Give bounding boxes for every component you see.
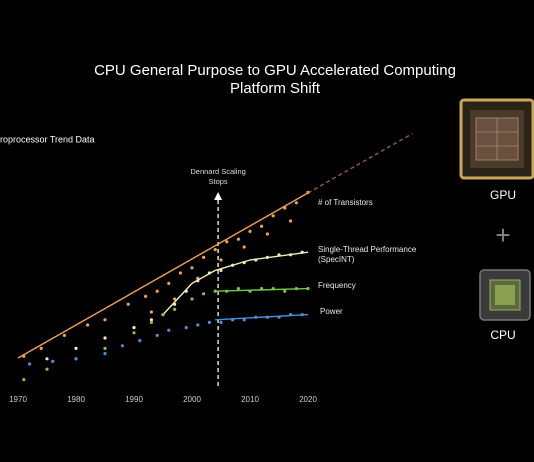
cpu-label: CPU — [490, 328, 515, 342]
point — [219, 258, 223, 262]
point — [173, 307, 177, 311]
point — [236, 237, 240, 241]
point — [184, 326, 188, 330]
x-tick-label: 2020 — [299, 395, 317, 404]
point — [45, 367, 49, 371]
gpu-chip — [459, 98, 534, 180]
x-tick-label: 1990 — [125, 395, 143, 404]
point — [242, 318, 246, 322]
point — [265, 232, 269, 236]
point — [138, 339, 142, 343]
point — [155, 289, 159, 293]
x-tick-label: 1970 — [9, 395, 27, 404]
point — [213, 248, 217, 252]
point — [161, 313, 165, 317]
point — [294, 201, 298, 205]
x-tick-label: 1980 — [67, 395, 85, 404]
point — [196, 323, 200, 327]
point — [242, 245, 246, 249]
annotation-text: Stops — [209, 177, 228, 186]
point — [219, 320, 223, 324]
point — [190, 297, 194, 301]
point — [126, 302, 130, 306]
point — [103, 336, 107, 340]
point — [213, 289, 217, 293]
point — [178, 271, 182, 275]
series-label: Power — [320, 306, 343, 316]
point — [236, 287, 240, 291]
trend-line — [215, 287, 309, 292]
trend-line — [307, 133, 413, 194]
plus-sign: + — [495, 220, 510, 250]
trend-line — [162, 282, 193, 316]
point — [167, 328, 171, 332]
point — [86, 323, 90, 327]
trend-line — [17, 192, 309, 359]
point — [103, 318, 107, 322]
x-tick-label: 2010 — [241, 395, 259, 404]
series-label: Frequency — [318, 280, 356, 290]
trend-line — [215, 313, 309, 321]
point — [62, 333, 66, 337]
point — [190, 266, 194, 270]
point — [103, 346, 107, 350]
point — [283, 289, 287, 293]
chart-subtitle: Microprocessor Trend Data — [0, 134, 95, 144]
point — [173, 297, 177, 301]
point — [248, 229, 252, 233]
point — [271, 214, 275, 218]
point — [51, 359, 55, 363]
annotation-text: Dennard Scaling — [190, 167, 245, 176]
point — [202, 255, 206, 259]
point — [260, 224, 264, 228]
annotation-arrowhead — [214, 192, 223, 200]
series-label: # of Transistors — [318, 198, 373, 207]
point — [289, 219, 293, 223]
point — [132, 331, 136, 335]
trend-line — [191, 269, 216, 285]
point — [28, 362, 32, 366]
point — [103, 352, 107, 356]
chart-title: CPU General Purpose to GPU Accelerated C… — [94, 62, 456, 79]
point — [149, 318, 153, 322]
cpu-chip — [479, 269, 531, 321]
trend-line — [214, 259, 251, 272]
point — [39, 346, 43, 350]
chart-title: Platform Shift — [230, 80, 321, 97]
gpu-label: GPU — [490, 188, 516, 202]
point — [149, 310, 153, 314]
point — [132, 326, 136, 330]
x-tick-label: 2000 — [183, 395, 201, 404]
point — [22, 378, 26, 382]
point — [144, 294, 148, 298]
point — [202, 292, 206, 296]
trend-line — [249, 251, 309, 261]
point — [120, 344, 124, 348]
series-label: Single-Thread Performance (SpecINT) — [318, 245, 417, 265]
point — [155, 333, 159, 337]
point — [74, 357, 78, 361]
point — [167, 281, 171, 285]
point — [74, 346, 78, 350]
point — [225, 240, 229, 244]
point — [207, 320, 211, 324]
point — [45, 357, 49, 361]
point — [149, 320, 153, 324]
